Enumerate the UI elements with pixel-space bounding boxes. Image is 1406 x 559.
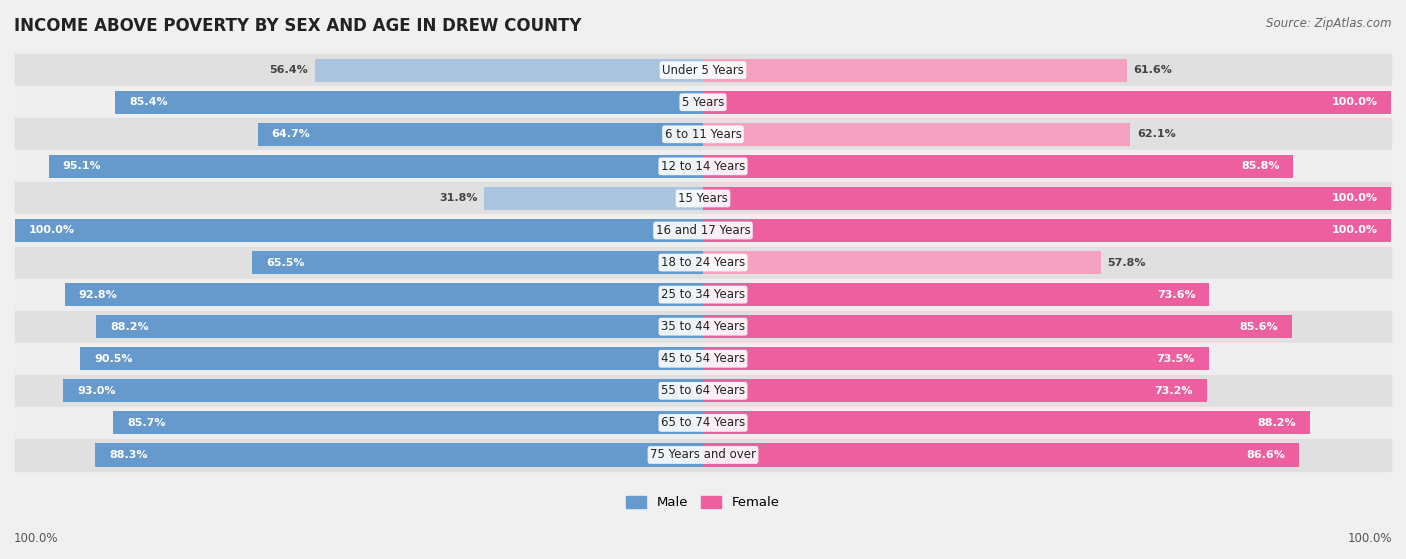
Text: INCOME ABOVE POVERTY BY SEX AND AGE IN DREW COUNTY: INCOME ABOVE POVERTY BY SEX AND AGE IN D… (14, 17, 582, 35)
Text: 100.0%: 100.0% (1331, 193, 1378, 203)
Text: 100.0%: 100.0% (28, 225, 75, 235)
Bar (15, 150, 1391, 182)
Bar (15, 375, 1391, 407)
Legend: Male, Female: Male, Female (621, 490, 785, 514)
Text: 25 to 34 Years: 25 to 34 Years (661, 288, 745, 301)
Text: 100.0%: 100.0% (1331, 225, 1378, 235)
Bar (15, 407, 1391, 439)
Bar (252, 251, 703, 274)
Bar (15, 439, 1391, 471)
Bar (15, 215, 1391, 247)
Text: 86.6%: 86.6% (1246, 450, 1285, 460)
Bar (65, 283, 703, 306)
Text: 73.5%: 73.5% (1157, 354, 1195, 364)
Bar (15, 247, 1391, 278)
Text: 73.2%: 73.2% (1154, 386, 1192, 396)
Bar (703, 315, 1292, 338)
Text: 65 to 74 Years: 65 to 74 Years (661, 416, 745, 429)
Bar (80, 347, 703, 370)
Bar (703, 283, 1209, 306)
Bar (703, 187, 1391, 210)
Text: 92.8%: 92.8% (79, 290, 117, 300)
Bar (114, 411, 703, 434)
Bar (15, 119, 1391, 150)
Text: 85.8%: 85.8% (1241, 162, 1279, 172)
Text: 100.0%: 100.0% (1347, 532, 1392, 545)
Text: 5 Years: 5 Years (682, 96, 724, 109)
Bar (15, 54, 1391, 86)
Bar (15, 182, 1391, 215)
Text: 16 and 17 Years: 16 and 17 Years (655, 224, 751, 237)
Bar (703, 347, 1209, 370)
Text: 85.7%: 85.7% (127, 418, 166, 428)
Bar (96, 315, 703, 338)
Text: 88.2%: 88.2% (1257, 418, 1296, 428)
Text: 56.4%: 56.4% (270, 65, 308, 75)
Bar (703, 251, 1101, 274)
Text: 45 to 54 Years: 45 to 54 Years (661, 352, 745, 365)
Bar (96, 443, 703, 467)
Text: 90.5%: 90.5% (94, 354, 132, 364)
Bar (15, 311, 1391, 343)
Text: 85.4%: 85.4% (129, 97, 167, 107)
Bar (15, 219, 703, 242)
Text: 35 to 44 Years: 35 to 44 Years (661, 320, 745, 333)
Text: 75 Years and over: 75 Years and over (650, 448, 756, 462)
Text: 18 to 24 Years: 18 to 24 Years (661, 256, 745, 269)
Bar (703, 380, 1206, 402)
Bar (115, 91, 703, 114)
Text: 55 to 64 Years: 55 to 64 Years (661, 385, 745, 397)
Text: 100.0%: 100.0% (14, 532, 59, 545)
Bar (484, 187, 703, 210)
Text: 73.6%: 73.6% (1157, 290, 1195, 300)
Bar (703, 59, 1126, 82)
Text: 31.8%: 31.8% (439, 193, 477, 203)
Bar (15, 278, 1391, 311)
Bar (703, 219, 1391, 242)
Bar (703, 155, 1294, 178)
Text: 62.1%: 62.1% (1137, 129, 1175, 139)
Text: Under 5 Years: Under 5 Years (662, 64, 744, 77)
Text: 95.1%: 95.1% (62, 162, 101, 172)
Text: 93.0%: 93.0% (77, 386, 115, 396)
Text: 57.8%: 57.8% (1108, 258, 1146, 268)
Text: 6 to 11 Years: 6 to 11 Years (665, 128, 741, 141)
Bar (15, 86, 1391, 119)
Bar (703, 91, 1391, 114)
Text: 100.0%: 100.0% (1331, 97, 1378, 107)
Text: 64.7%: 64.7% (271, 129, 311, 139)
Text: 88.2%: 88.2% (110, 321, 149, 331)
Text: 65.5%: 65.5% (266, 258, 305, 268)
Bar (257, 123, 703, 146)
Text: 85.6%: 85.6% (1240, 321, 1278, 331)
Bar (703, 411, 1310, 434)
Bar (315, 59, 703, 82)
Text: 12 to 14 Years: 12 to 14 Years (661, 160, 745, 173)
Text: 88.3%: 88.3% (110, 450, 148, 460)
Bar (49, 155, 703, 178)
Text: 15 Years: 15 Years (678, 192, 728, 205)
Bar (703, 123, 1130, 146)
Bar (63, 380, 703, 402)
Text: Source: ZipAtlas.com: Source: ZipAtlas.com (1267, 17, 1392, 30)
Text: 61.6%: 61.6% (1133, 65, 1173, 75)
Bar (15, 343, 1391, 375)
Bar (703, 443, 1299, 467)
